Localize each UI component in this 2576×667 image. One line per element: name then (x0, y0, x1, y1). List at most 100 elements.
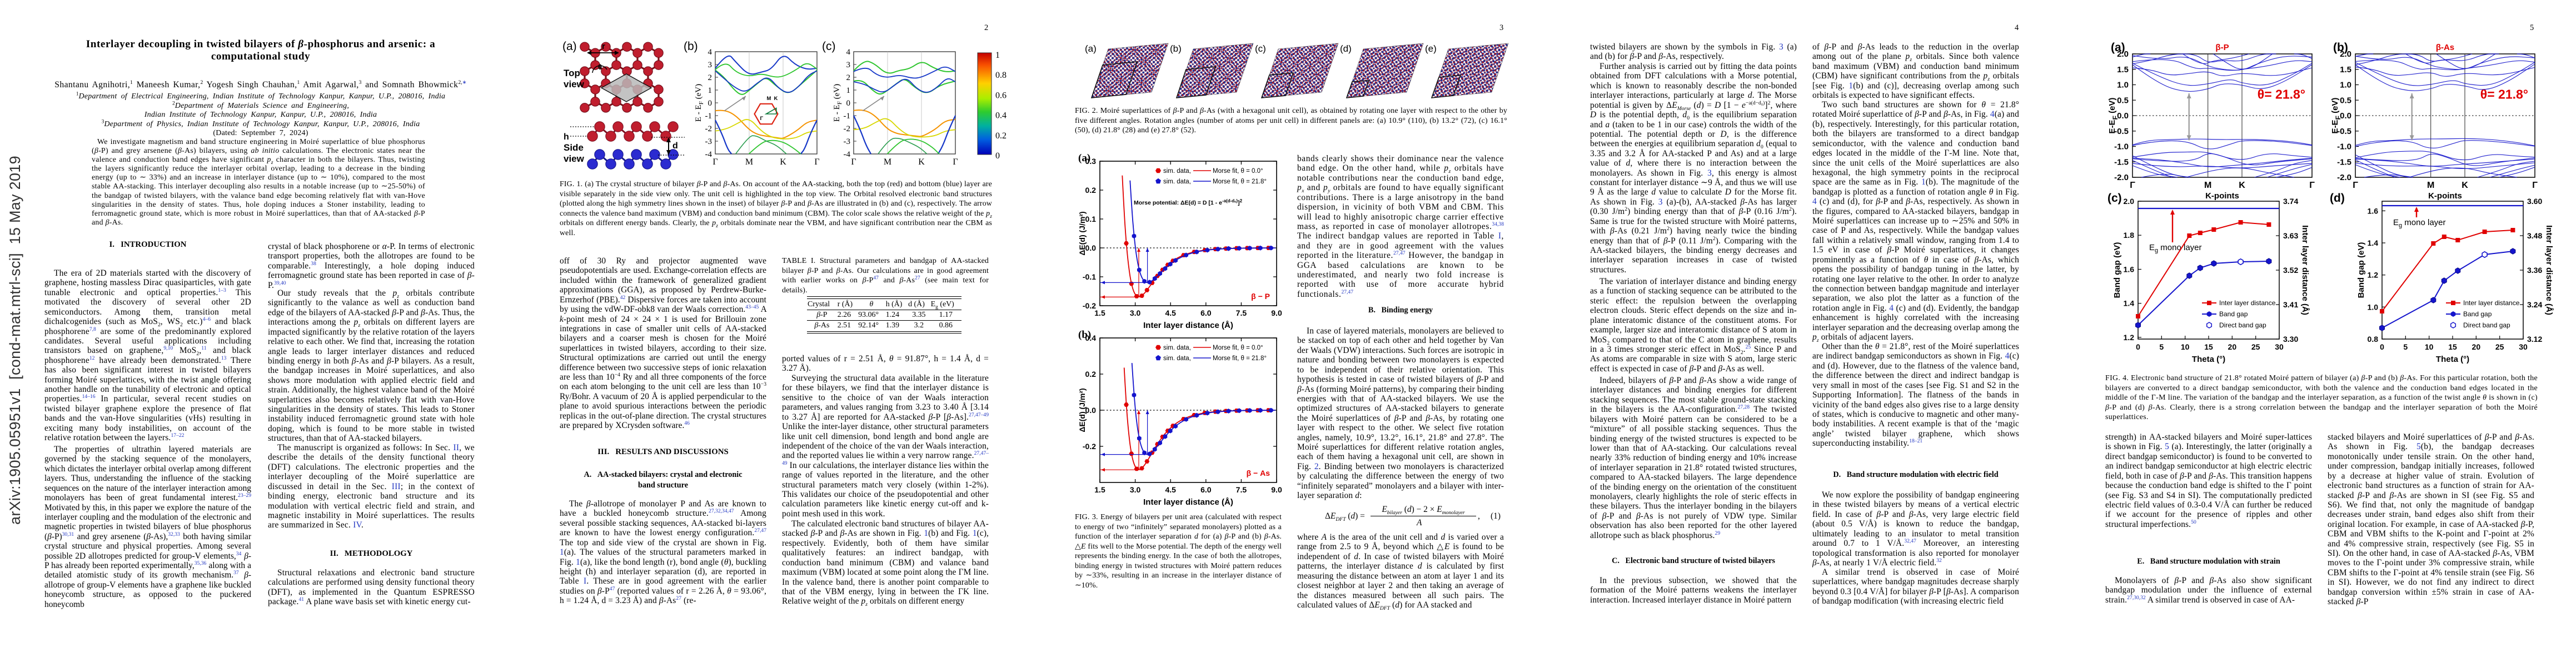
svg-text:Eg mono layer: Eg mono layer (2149, 243, 2202, 254)
svg-text:1.2: 1.2 (2124, 333, 2135, 342)
svg-text:M: M (767, 96, 771, 102)
svg-text:-3: -3 (705, 137, 712, 146)
svg-text:-1.0: -1.0 (2337, 142, 2351, 152)
svg-text:Direct band gap: Direct band gap (2219, 321, 2266, 329)
svg-text:Morse fit, θ = 21.8°: Morse fit, θ = 21.8° (1213, 355, 1267, 362)
svg-text:Direct band gap: Direct band gap (2463, 321, 2510, 329)
svg-text:Γ: Γ (2353, 181, 2358, 190)
svg-text:2.0: 2.0 (2117, 49, 2129, 59)
svg-text:Γ: Γ (2532, 181, 2538, 190)
svg-text:0.1: 0.1 (1085, 215, 1097, 223)
svg-text:M: M (2427, 181, 2434, 190)
svg-text:3.63: 3.63 (2283, 231, 2298, 240)
svg-text:M: M (884, 157, 891, 167)
svg-text:10: 10 (2181, 342, 2190, 351)
svg-text:-4: -4 (844, 150, 851, 159)
svg-text:1.0: 1.0 (2117, 81, 2129, 90)
svg-text:Band gap (eV): Band gap (eV) (2112, 242, 2122, 298)
svg-text:-0.2: -0.2 (1083, 301, 1096, 310)
svg-text:1.5: 1.5 (2340, 65, 2351, 74)
svg-text:0.4: 0.4 (995, 111, 1007, 121)
svg-text:β-P: β-P (2215, 43, 2229, 52)
svg-text:-0.1: -0.1 (1083, 272, 1096, 281)
svg-text:1.4: 1.4 (2368, 238, 2379, 247)
svg-text:1.8: 1.8 (2124, 231, 2135, 240)
svg-text:3.12: 3.12 (2527, 335, 2542, 344)
svg-text:-1: -1 (705, 112, 712, 121)
svg-text:-1: -1 (844, 112, 851, 121)
svg-text:0: 0 (708, 99, 712, 108)
svg-text:1.0: 1.0 (2368, 302, 2379, 311)
svg-text:E - EF (eV): E - EF (eV) (833, 84, 843, 122)
svg-text:0.5: 0.5 (2117, 96, 2129, 105)
svg-text:7.5: 7.5 (1236, 485, 1247, 494)
svg-text:(a): (a) (562, 40, 577, 53)
svg-text:β − As: β − As (1247, 469, 1270, 477)
svg-text:4: 4 (708, 48, 712, 57)
svg-text:r: r (602, 42, 605, 51)
svg-text:2.0: 2.0 (2124, 197, 2135, 206)
svg-text:0.0: 0.0 (1085, 243, 1097, 252)
svg-text:6.0: 6.0 (1200, 485, 1212, 494)
svg-text:5: 5 (2403, 342, 2408, 351)
svg-text:-2: -2 (844, 125, 851, 133)
svg-text:3.52: 3.52 (2283, 266, 2298, 275)
svg-text:ΔE(d) (J/m²): ΔE(d) (J/m²) (1078, 388, 1087, 432)
svg-text:Band gap: Band gap (2463, 310, 2492, 318)
svg-text:(b): (b) (1170, 43, 1182, 54)
svg-text:Band gap (eV): Band gap (eV) (2356, 242, 2366, 298)
svg-text:(c): (c) (822, 40, 836, 53)
svg-text:sim. data,: sim. data, (1163, 168, 1191, 175)
svg-text:(b): (b) (1078, 329, 1091, 341)
svg-text:0.0: 0.0 (2117, 111, 2129, 121)
svg-text:Inter layer distance (Å): Inter layer distance (Å) (2300, 225, 2310, 315)
svg-text:E-EF (eV): E-EF (eV) (2107, 98, 2119, 134)
svg-text:sim. data,: sim. data, (1163, 178, 1191, 185)
svg-text:3.36: 3.36 (2527, 266, 2542, 275)
svg-text:3.41: 3.41 (2283, 300, 2298, 309)
svg-text:h: h (564, 132, 569, 142)
svg-text:ΔE(d) (J/m²): ΔE(d) (J/m²) (1078, 211, 1087, 255)
svg-text:Inter layer distance: Inter layer distance (2219, 299, 2276, 307)
svg-text:(c): (c) (1255, 43, 1266, 54)
svg-text:K-points: K-points (2428, 191, 2462, 201)
svg-text:25: 25 (2251, 342, 2260, 351)
svg-text:9.0: 9.0 (1271, 485, 1282, 494)
svg-text:K: K (774, 96, 778, 102)
svg-text:-0.5: -0.5 (2337, 127, 2351, 136)
svg-text:Side: Side (564, 142, 584, 153)
svg-text:Γ: Γ (814, 157, 819, 167)
svg-text:0.2: 0.2 (995, 131, 1007, 141)
svg-text:M: M (2204, 181, 2211, 190)
svg-text:E-EF (eV): E-EF (eV) (2330, 98, 2342, 134)
svg-text:K: K (2239, 181, 2245, 190)
svg-text:4.5: 4.5 (1165, 308, 1176, 317)
svg-text:20: 20 (2228, 342, 2237, 351)
svg-text:0.6: 0.6 (995, 91, 1007, 100)
svg-text:-2.0: -2.0 (2337, 173, 2351, 182)
svg-text:3.24: 3.24 (2527, 300, 2542, 309)
svg-text:Top: Top (564, 68, 580, 78)
svg-text:-3: -3 (844, 137, 851, 146)
svg-text:0.3: 0.3 (1085, 157, 1097, 166)
svg-text:-2.0: -2.0 (2114, 173, 2129, 182)
svg-text:Inter layer distance: Inter layer distance (2463, 299, 2520, 307)
svg-text:Γ: Γ (760, 116, 764, 122)
svg-text:Γ: Γ (2130, 181, 2135, 190)
svg-text:(a): (a) (1085, 43, 1097, 54)
svg-text:β-As: β-As (2436, 43, 2454, 52)
svg-text:Theta (°): Theta (°) (2436, 355, 2469, 364)
svg-text:Inter layer distance (Å): Inter layer distance (Å) (2544, 225, 2554, 315)
svg-text:15: 15 (2204, 342, 2213, 351)
svg-text:3: 3 (708, 61, 712, 69)
svg-text:5: 5 (2159, 342, 2164, 351)
svg-text:K: K (918, 157, 925, 167)
svg-text:-1.5: -1.5 (2337, 157, 2351, 167)
svg-text:Theta (°): Theta (°) (2192, 355, 2225, 364)
svg-text:1.0: 1.0 (2340, 81, 2351, 90)
svg-text:view: view (564, 153, 585, 164)
svg-text:0.4: 0.4 (1085, 334, 1097, 342)
svg-text:1.5: 1.5 (2117, 65, 2129, 74)
svg-text:(b): (b) (684, 40, 698, 53)
svg-text:1.5: 1.5 (1094, 308, 1105, 317)
